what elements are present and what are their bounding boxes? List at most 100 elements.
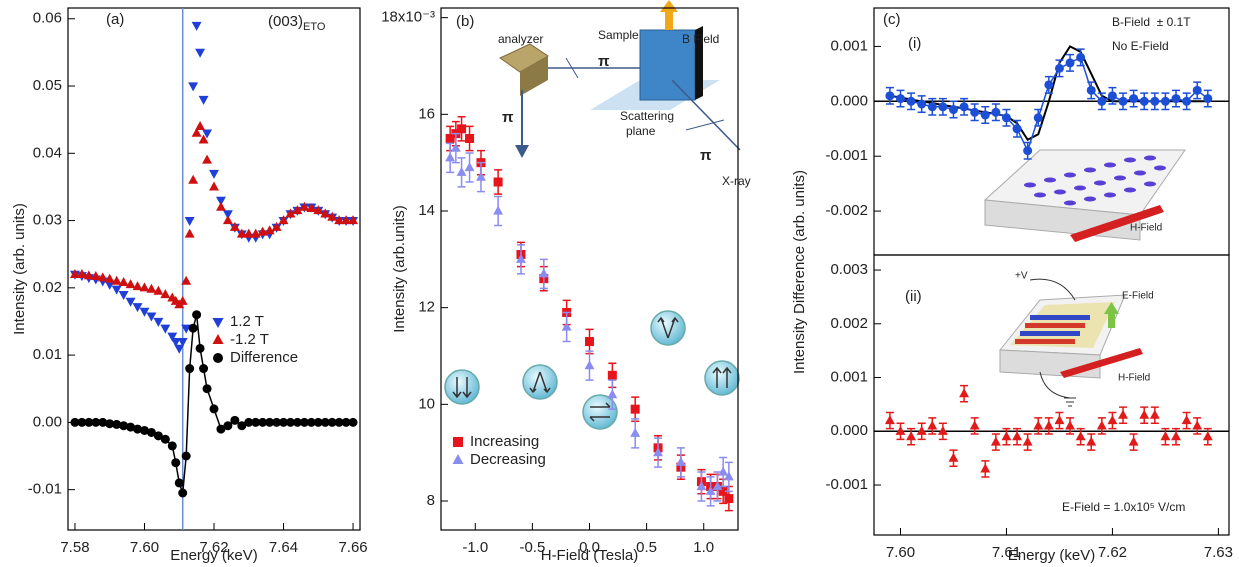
spin-arrows [589, 402, 611, 422]
legend-marker [452, 454, 464, 464]
data-point [1044, 80, 1054, 90]
data-point [299, 201, 310, 211]
data-point [906, 96, 916, 106]
spin-arrows [529, 371, 551, 394]
data-point [464, 162, 475, 172]
data-point [320, 417, 330, 427]
data-point [202, 384, 212, 394]
domains [1024, 155, 1166, 206]
data-point [980, 110, 990, 120]
data-point [237, 421, 247, 431]
inset-label: π [502, 109, 514, 126]
y-tick-label: 0.002 [830, 315, 868, 332]
data-point [229, 221, 240, 231]
y-tick-label: -0.01 [28, 481, 62, 498]
y-tick-label: 14 [418, 202, 435, 219]
data-point [980, 463, 991, 473]
data-point [222, 215, 233, 225]
reflection-index: (003) [268, 13, 303, 30]
data-point [712, 481, 723, 491]
data-point [292, 417, 302, 427]
data-point [341, 215, 352, 225]
spin-icon [704, 360, 740, 396]
data-point [1054, 415, 1065, 425]
data-point [171, 458, 181, 468]
data-point [202, 129, 212, 139]
legend-label: -1.2 T [230, 331, 269, 348]
legend-label: Difference [230, 349, 298, 366]
data-point [195, 343, 205, 353]
x-tick-label: 7.63 [1204, 544, 1233, 561]
data-point [292, 205, 303, 215]
data-point [272, 417, 282, 427]
data-point [199, 364, 209, 374]
data-point [1001, 431, 1012, 441]
spin-icon [582, 394, 618, 430]
condition-label: B-Field ± 0.1T [1112, 15, 1191, 29]
data-point [132, 303, 143, 313]
data-point [990, 436, 1001, 446]
data-point [927, 102, 937, 112]
data-point [118, 290, 129, 300]
data-point [607, 370, 617, 380]
e-field-arrow-head [1104, 302, 1119, 314]
data-point [1096, 420, 1107, 430]
data-point [445, 152, 456, 162]
data-point [1171, 94, 1181, 104]
data-point [341, 417, 351, 427]
data-point [334, 215, 345, 225]
legend-label: Decreasing [470, 451, 546, 468]
inset-label: B Field [682, 32, 719, 46]
data-point [188, 323, 198, 333]
data-point [153, 285, 164, 295]
data-point [257, 226, 268, 236]
data-point [1139, 96, 1149, 106]
data-point [167, 332, 178, 342]
data-point [1203, 94, 1213, 104]
legend-label: 1.2 T [230, 313, 264, 330]
spin-arrows [712, 366, 732, 388]
data-point [1107, 91, 1117, 101]
data-point [630, 404, 640, 414]
data-point [198, 95, 209, 105]
x-tick-label: 0.5 [636, 539, 657, 556]
data-point [105, 419, 115, 429]
panel-label: (c) [883, 11, 901, 28]
data-point [174, 344, 185, 354]
inset-label: plane [626, 124, 656, 138]
data-point [195, 48, 206, 58]
data-point [1129, 94, 1139, 104]
data-point [84, 417, 94, 427]
data-point [493, 177, 503, 187]
data-point [630, 427, 641, 437]
legend-label: Increasing [470, 433, 539, 450]
data-point [160, 434, 170, 444]
data-point [916, 425, 927, 435]
data-point [132, 281, 143, 291]
data-point [724, 494, 734, 504]
data-point [959, 102, 969, 112]
data-point [112, 419, 122, 429]
sample-side [695, 26, 703, 100]
y-tick-label: 0.000 [830, 92, 868, 109]
data-point [209, 181, 219, 191]
inset-label: π [700, 147, 712, 164]
polarization [685, 119, 725, 131]
data-point [585, 337, 594, 346]
data-point [77, 417, 87, 427]
y-tick-label: 12 [418, 299, 435, 316]
data-point [493, 205, 504, 215]
y-tick-label: -0.002 [825, 202, 868, 219]
x-tick-label: 7.62 [1098, 544, 1127, 561]
data-point [191, 21, 202, 31]
data-point [160, 289, 171, 299]
x-tick-label: 7.61 [992, 544, 1021, 561]
data-point [278, 215, 289, 225]
data-point [538, 268, 549, 278]
data-point [584, 360, 595, 370]
y-tick-label: 0.03 [33, 212, 62, 229]
data-point [465, 134, 475, 143]
data-point [202, 154, 212, 164]
data-point [104, 273, 115, 283]
data-point [917, 99, 927, 109]
